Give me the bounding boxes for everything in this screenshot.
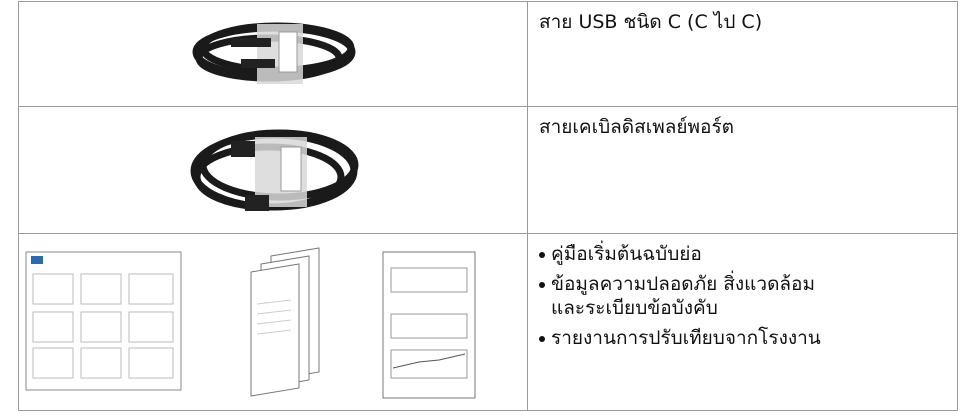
item-list: คู่มือเริ่มต้นฉบับย่อ ข้อมูลความปลอดภัย … bbox=[539, 242, 957, 350]
description: สาย USB ชนิด C (C ไป C) bbox=[539, 11, 763, 33]
row: คู่มือเริ่มต้นฉบับย่อ ข้อมูลความปลอดภัย … bbox=[18, 233, 958, 411]
contents-table: สาย USB ชนิด C (C ไป C) สายเคเบิลดิสเพลย… bbox=[18, 1, 958, 411]
description-cell: สายเคเบิลดิสเพลย์พอร์ต bbox=[527, 106, 958, 234]
row: สาย USB ชนิด C (C ไป C) bbox=[18, 1, 958, 107]
description: สายเคเบิลดิสเพลย์พอร์ต bbox=[539, 116, 735, 138]
list-item: ข้อมูลความปลอดภัย สิ่งแวดล้อม และระเบียบ… bbox=[539, 272, 851, 320]
documents-image bbox=[25, 247, 476, 399]
usb-c-cable-image bbox=[192, 22, 356, 84]
list-item: คู่มือเริ่มต้นฉบับย่อ bbox=[539, 242, 957, 266]
description-cell: สาย USB ชนิด C (C ไป C) bbox=[527, 1, 958, 107]
image-cell bbox=[18, 233, 528, 411]
displayport-cable-image bbox=[190, 129, 359, 211]
image-cell bbox=[18, 1, 528, 107]
list-item: รายงานการปรับเทียบจากโรงงาน bbox=[539, 326, 957, 350]
image-cell bbox=[18, 106, 528, 234]
row: สายเคเบิลดิสเพลย์พอร์ต bbox=[18, 106, 958, 234]
description-cell: คู่มือเริ่มต้นฉบับย่อ ข้อมูลความปลอดภัย … bbox=[527, 233, 958, 411]
